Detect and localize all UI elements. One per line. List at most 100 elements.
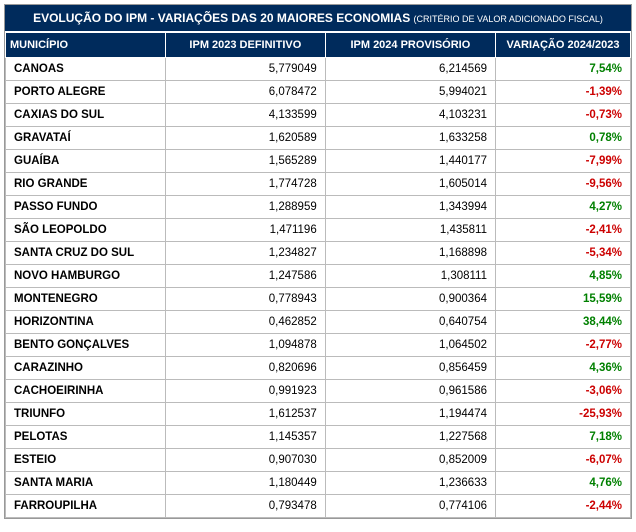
- table-row: GRAVATAÍ1,6205891,6332580,78%: [6, 127, 631, 150]
- table-row: PASSO FUNDO1,2889591,3439944,27%: [6, 196, 631, 219]
- cell-municipio: SANTA CRUZ DO SUL: [6, 242, 166, 265]
- cell-ipm2024: 0,900364: [325, 288, 495, 311]
- cell-variacao: 0,78%: [496, 127, 631, 150]
- cell-ipm2023: 0,820696: [166, 357, 326, 380]
- title-main: EVOLUÇÃO DO IPM - VARIAÇÕES DAS 20 MAIOR…: [33, 11, 413, 25]
- cell-ipm2024: 1,343994: [325, 196, 495, 219]
- cell-municipio: CACHOEIRINHA: [6, 380, 166, 403]
- cell-ipm2023: 5,779049: [166, 58, 326, 81]
- cell-ipm2023: 0,778943: [166, 288, 326, 311]
- table-row: CAXIAS DO SUL4,1335994,103231-0,73%: [6, 104, 631, 127]
- cell-ipm2023: 0,793478: [166, 495, 326, 518]
- cell-municipio: MONTENEGRO: [6, 288, 166, 311]
- cell-ipm2023: 1,471196: [166, 219, 326, 242]
- cell-municipio: SÃO LEOPOLDO: [6, 219, 166, 242]
- cell-ipm2023: 1,094878: [166, 334, 326, 357]
- cell-ipm2024: 5,994021: [325, 81, 495, 104]
- table-body: CANOAS5,7790496,2145697,54%PORTO ALEGRE6…: [6, 58, 631, 518]
- table-row: CANOAS5,7790496,2145697,54%: [6, 58, 631, 81]
- table-title: EVOLUÇÃO DO IPM - VARIAÇÕES DAS 20 MAIOR…: [5, 5, 631, 32]
- ipm-table: MUNICÍPIO IPM 2023 DEFINITIVO IPM 2024 P…: [5, 32, 631, 518]
- cell-ipm2023: 1,565289: [166, 150, 326, 173]
- cell-variacao: 15,59%: [496, 288, 631, 311]
- cell-variacao: -2,77%: [496, 334, 631, 357]
- cell-variacao: -5,34%: [496, 242, 631, 265]
- cell-ipm2023: 1,180449: [166, 472, 326, 495]
- cell-municipio: GRAVATAÍ: [6, 127, 166, 150]
- cell-municipio: PASSO FUNDO: [6, 196, 166, 219]
- cell-ipm2024: 0,640754: [325, 311, 495, 334]
- cell-variacao: 4,27%: [496, 196, 631, 219]
- table-row: MONTENEGRO0,7789430,90036415,59%: [6, 288, 631, 311]
- cell-ipm2024: 6,214569: [325, 58, 495, 81]
- table-row: FARROUPILHA0,7934780,774106-2,44%: [6, 495, 631, 518]
- cell-municipio: FARROUPILHA: [6, 495, 166, 518]
- cell-ipm2024: 0,856459: [325, 357, 495, 380]
- cell-ipm2024: 0,774106: [325, 495, 495, 518]
- cell-ipm2023: 6,078472: [166, 81, 326, 104]
- cell-ipm2023: 0,462852: [166, 311, 326, 334]
- table-row: CARAZINHO0,8206960,8564594,36%: [6, 357, 631, 380]
- cell-ipm2023: 1,288959: [166, 196, 326, 219]
- cell-municipio: CAXIAS DO SUL: [6, 104, 166, 127]
- cell-ipm2023: 0,907030: [166, 449, 326, 472]
- cell-municipio: BENTO GONÇALVES: [6, 334, 166, 357]
- cell-ipm2024: 1,168898: [325, 242, 495, 265]
- cell-ipm2024: 1,064502: [325, 334, 495, 357]
- header-municipio: MUNICÍPIO: [6, 33, 166, 58]
- table-row: TRIUNFO1,6125371,194474-25,93%: [6, 403, 631, 426]
- table-row: CACHOEIRINHA0,9919230,961586-3,06%: [6, 380, 631, 403]
- cell-ipm2023: 0,991923: [166, 380, 326, 403]
- cell-municipio: PELOTAS: [6, 426, 166, 449]
- cell-variacao: 4,36%: [496, 357, 631, 380]
- table-row: ESTEIO0,9070300,852009-6,07%: [6, 449, 631, 472]
- cell-ipm2023: 1,247586: [166, 265, 326, 288]
- cell-variacao: -3,06%: [496, 380, 631, 403]
- cell-variacao: -2,41%: [496, 219, 631, 242]
- cell-ipm2023: 1,234827: [166, 242, 326, 265]
- cell-ipm2024: 1,633258: [325, 127, 495, 150]
- cell-municipio: PORTO ALEGRE: [6, 81, 166, 104]
- title-sub: (CRITÉRIO DE VALOR ADICIONADO FISCAL): [414, 14, 603, 24]
- cell-municipio: SANTA MARIA: [6, 472, 166, 495]
- cell-variacao: -1,39%: [496, 81, 631, 104]
- ipm-table-container: EVOLUÇÃO DO IPM - VARIAÇÕES DAS 20 MAIOR…: [4, 4, 632, 519]
- cell-variacao: -6,07%: [496, 449, 631, 472]
- table-row: GUAÍBA1,5652891,440177-7,99%: [6, 150, 631, 173]
- cell-ipm2023: 1,612537: [166, 403, 326, 426]
- cell-ipm2024: 1,236633: [325, 472, 495, 495]
- cell-ipm2024: 0,852009: [325, 449, 495, 472]
- table-row: PORTO ALEGRE6,0784725,994021-1,39%: [6, 81, 631, 104]
- cell-variacao: -2,44%: [496, 495, 631, 518]
- cell-ipm2024: 1,194474: [325, 403, 495, 426]
- cell-ipm2024: 1,308111: [325, 265, 495, 288]
- cell-variacao: -9,56%: [496, 173, 631, 196]
- cell-ipm2024: 1,605014: [325, 173, 495, 196]
- cell-variacao: 4,76%: [496, 472, 631, 495]
- table-row: SANTA CRUZ DO SUL1,2348271,168898-5,34%: [6, 242, 631, 265]
- cell-municipio: GUAÍBA: [6, 150, 166, 173]
- cell-ipm2024: 1,440177: [325, 150, 495, 173]
- cell-municipio: RIO GRANDE: [6, 173, 166, 196]
- table-row: NOVO HAMBURGO1,2475861,3081114,85%: [6, 265, 631, 288]
- table-row: BENTO GONÇALVES1,0948781,064502-2,77%: [6, 334, 631, 357]
- cell-ipm2023: 4,133599: [166, 104, 326, 127]
- cell-ipm2024: 4,103231: [325, 104, 495, 127]
- cell-municipio: HORIZONTINA: [6, 311, 166, 334]
- cell-municipio: CARAZINHO: [6, 357, 166, 380]
- cell-variacao: -7,99%: [496, 150, 631, 173]
- cell-variacao: -0,73%: [496, 104, 631, 127]
- cell-ipm2023: 1,145357: [166, 426, 326, 449]
- table-row: SÃO LEOPOLDO1,4711961,435811-2,41%: [6, 219, 631, 242]
- header-row: MUNICÍPIO IPM 2023 DEFINITIVO IPM 2024 P…: [6, 33, 631, 58]
- cell-municipio: NOVO HAMBURGO: [6, 265, 166, 288]
- cell-municipio: ESTEIO: [6, 449, 166, 472]
- header-ipm2023: IPM 2023 DEFINITIVO: [166, 33, 326, 58]
- table-row: RIO GRANDE1,7747281,605014-9,56%: [6, 173, 631, 196]
- cell-ipm2023: 1,620589: [166, 127, 326, 150]
- cell-municipio: CANOAS: [6, 58, 166, 81]
- header-variacao: VARIAÇÃO 2024/2023: [496, 33, 631, 58]
- cell-variacao: 7,54%: [496, 58, 631, 81]
- cell-variacao: 7,18%: [496, 426, 631, 449]
- cell-ipm2024: 0,961586: [325, 380, 495, 403]
